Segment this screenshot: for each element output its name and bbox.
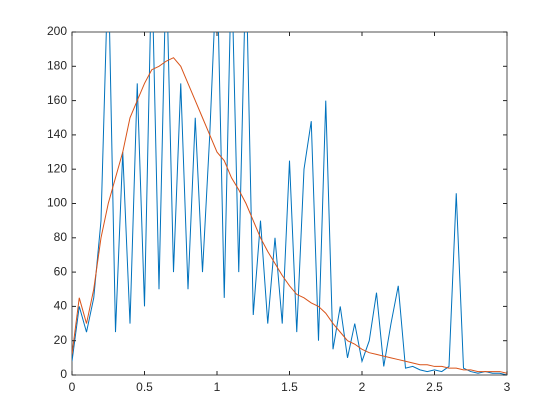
y-tick-label: 100: [47, 196, 67, 210]
y-tick-label: 140: [47, 127, 67, 141]
lines: [72, 32, 507, 375]
series-line: [72, 32, 507, 375]
y-tick-label: 0: [60, 367, 67, 381]
y-tick-label: 20: [54, 333, 68, 347]
series-line: [72, 57, 507, 374]
x-tick-label: 2: [359, 380, 366, 394]
y-tick-label: 60: [54, 264, 68, 278]
x-tick-label: 0: [69, 380, 76, 394]
x-tick-label: 3: [504, 380, 511, 394]
y-tick-label: 120: [47, 161, 67, 175]
y-tick-label: 180: [47, 58, 67, 72]
plot-area: [71, 31, 508, 376]
y-tick-label: 160: [47, 93, 67, 107]
x-tick-label: 1: [214, 380, 221, 394]
y-tick-label: 200: [47, 24, 67, 38]
x-tick-label: 0.5: [136, 380, 153, 394]
x-tick-label: 2.5: [426, 380, 443, 394]
y-tick-label: 40: [54, 299, 68, 313]
x-tick-label: 1.5: [281, 380, 298, 394]
y-tick-label: 80: [54, 230, 68, 244]
